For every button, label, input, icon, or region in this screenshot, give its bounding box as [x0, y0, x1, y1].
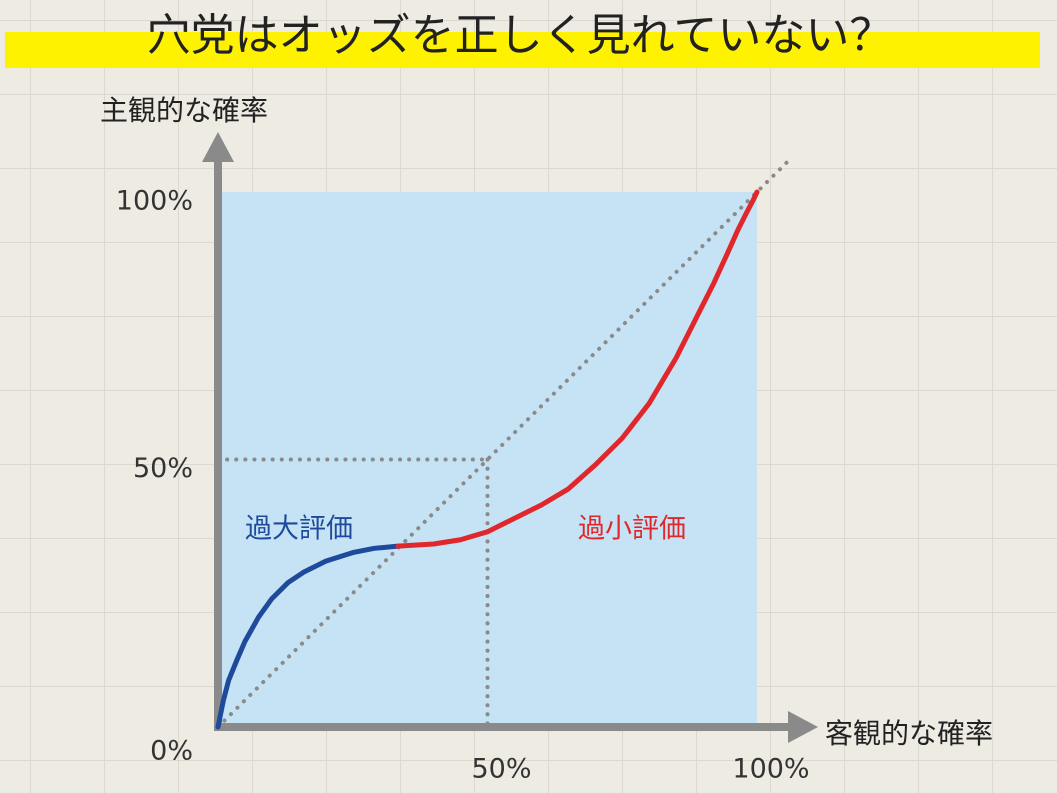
x-tick-label: 50%: [471, 754, 531, 785]
x-axis-arrow: [788, 711, 818, 743]
x-axis-title: 客観的な確率: [825, 717, 993, 750]
series-label: 過小評価: [578, 514, 686, 545]
series-line: [395, 189, 760, 549]
y-tick-label: 0%: [150, 736, 193, 767]
series-line: [215, 543, 401, 730]
y-tick-label: 100%: [116, 186, 193, 217]
chart-title: 穴党はオッズを正しく見れていない？: [147, 10, 894, 61]
title-highlight: [5, 32, 1040, 68]
y-axis-arrow: [202, 132, 234, 162]
x-tick-label: 100%: [732, 754, 809, 785]
y-tick-label: 50%: [133, 453, 193, 484]
y-axis-title: 主観的な確率: [100, 94, 268, 127]
series-label: 過大評価: [245, 514, 353, 545]
